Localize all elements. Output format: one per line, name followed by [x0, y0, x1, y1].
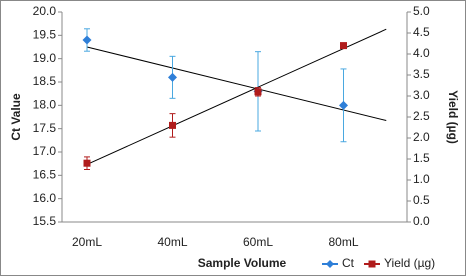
x-axis-title: Sample Volume: [198, 256, 287, 270]
point: [340, 42, 347, 50]
y-tick-label: 17.5: [33, 121, 57, 135]
y2-tick-label: 3.5: [413, 67, 430, 81]
y-tick-label: 18.0: [33, 98, 57, 112]
point: [82, 35, 92, 45]
y-tick-label: 19.5: [33, 28, 57, 42]
y2-tick-label: 0.5: [413, 193, 430, 207]
y2-tick-label: 4.5: [413, 25, 430, 39]
legend-marker: [326, 260, 334, 268]
x-tick-label: 60mL: [243, 235, 273, 249]
y2-tick-label: 2.0: [413, 130, 430, 144]
y-axis-title: Ct Value: [9, 93, 23, 141]
y-tick-label: 15.5: [33, 214, 57, 228]
x-tick-label: 80mL: [328, 235, 358, 249]
legend-label: Yield (µg): [384, 256, 435, 270]
y2-tick-label: 3.0: [413, 88, 430, 102]
legend-marker: [368, 260, 376, 268]
y2-tick-label: 4.0: [413, 46, 430, 60]
y2-tick-label: 2.5: [413, 109, 430, 123]
y2-tick-label: 0.0: [413, 214, 430, 228]
x-tick-label: 20mL: [72, 235, 102, 249]
x-tick-label: 40mL: [157, 235, 187, 249]
y-tick-label: 16.5: [33, 168, 57, 182]
point: [169, 121, 176, 129]
y2-tick-label: 1.0: [413, 172, 430, 186]
y-tick-label: 18.5: [33, 74, 57, 88]
trendline: [86, 46, 387, 121]
y2-tick-label: 5.0: [413, 4, 430, 18]
y-tick-label: 20.0: [33, 4, 57, 18]
y-tick-label: 19.0: [33, 51, 57, 65]
point: [83, 159, 91, 167]
point: [339, 100, 348, 110]
legend-label: Ct: [342, 256, 355, 270]
point: [254, 88, 262, 96]
y2-tick-label: 1.5: [413, 151, 430, 165]
trendline: [86, 28, 387, 165]
point: [168, 72, 177, 82]
y2-axis-title: Yield (µg): [446, 90, 460, 144]
y-tick-label: 16.0: [33, 191, 57, 205]
y-tick-label: 17.0: [33, 144, 57, 158]
